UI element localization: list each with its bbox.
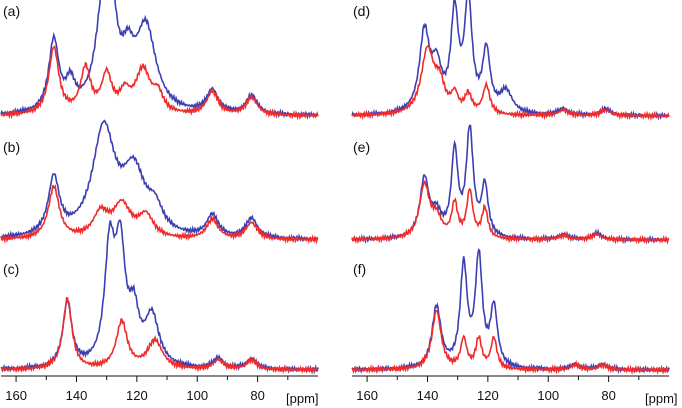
spectrum-a-blue	[0, 0, 319, 121]
x-tick-label-right-100: 100	[537, 388, 559, 403]
x-tick-label-right-80: 80	[601, 388, 615, 403]
panel-label-b: (b)	[3, 139, 20, 155]
spectrum-f-red	[351, 309, 670, 375]
spectrum-d-red	[352, 44, 670, 121]
x-ticks-right: 160 140 120 100 80	[356, 376, 640, 403]
spectrum-f-blue	[351, 247, 670, 375]
panel-label-c: (c)	[3, 261, 19, 277]
x-tick-label-right-120: 120	[477, 388, 499, 403]
x-tick-label-left-120: 120	[126, 388, 148, 403]
spectrum-e-blue	[351, 124, 670, 245]
spectrum-a-red	[0, 45, 319, 121]
x-tick-label-left-140: 140	[66, 388, 88, 403]
x-axis-unit-left: [ppm]	[286, 391, 319, 406]
x-axis-unit-right: [ppm]	[645, 391, 678, 406]
panel-label-e: (e)	[353, 139, 370, 155]
panel-label-d: (d)	[353, 3, 370, 19]
panel-label-a: (a)	[3, 3, 20, 19]
spectrum-b-red	[0, 184, 319, 245]
spectrum-d-blue	[351, 0, 670, 121]
x-tick-label-right-160: 160	[356, 388, 378, 403]
x-tick-label-left-160: 160	[5, 388, 27, 403]
x-tick-label-right-140: 140	[417, 388, 439, 403]
series-layer	[0, 0, 670, 375]
panel-label-f: (f)	[353, 261, 366, 277]
spectrum-c-red	[0, 297, 319, 375]
spectrum-b-blue	[0, 119, 318, 244]
x-tick-label-left-80: 80	[250, 388, 264, 403]
x-ticks-left: 160 140 120 100 80	[5, 376, 289, 403]
spectrum-e-red	[351, 180, 670, 245]
spectrum-c-blue	[0, 219, 319, 375]
x-tick-label-left-100: 100	[186, 388, 208, 403]
